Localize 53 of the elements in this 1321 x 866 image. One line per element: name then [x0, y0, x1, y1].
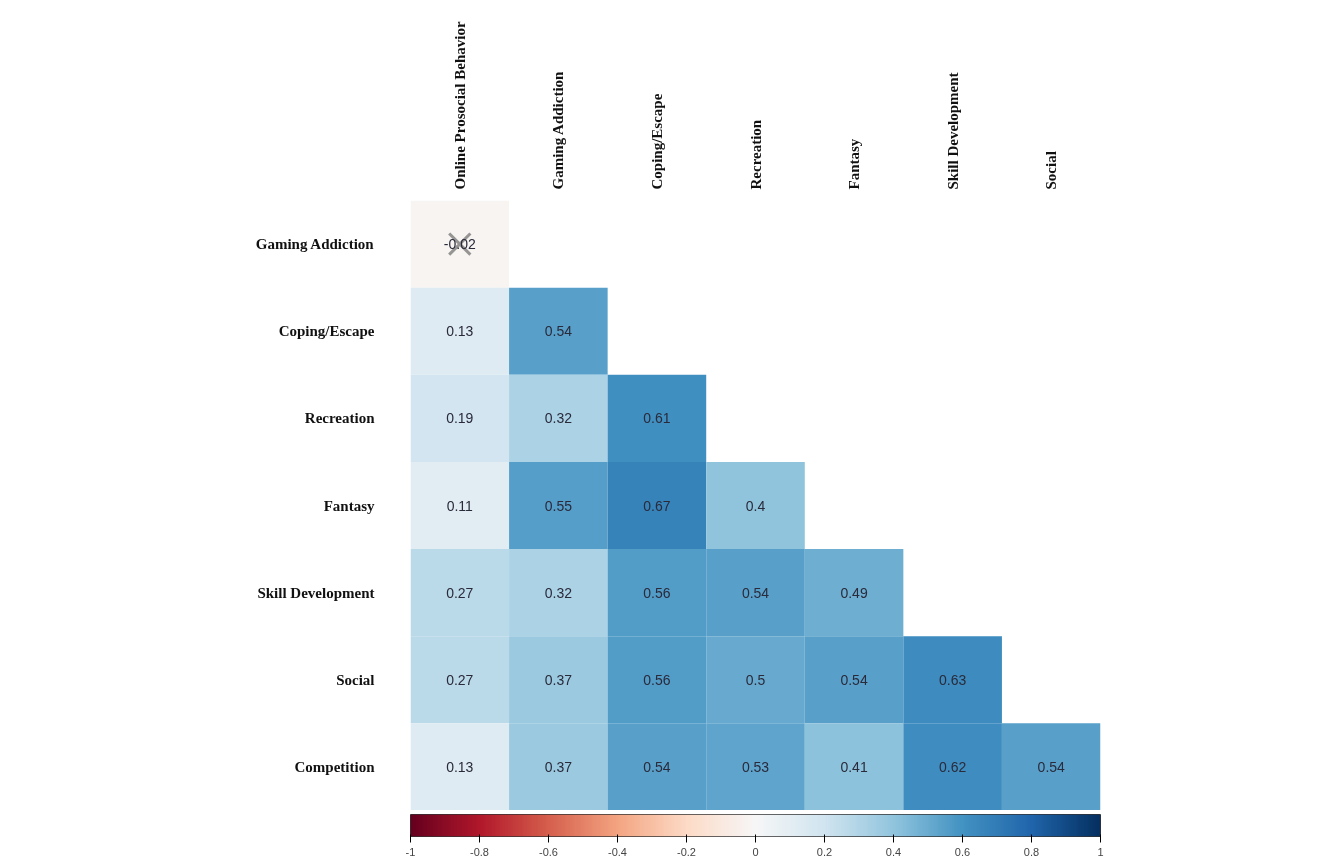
- x-tick-label: Social: [1043, 151, 1060, 190]
- color-bar-label: 0: [752, 845, 759, 858]
- data-label: 0.56: [643, 671, 671, 688]
- data-label: 0.54: [1037, 758, 1066, 775]
- color-bar-label: -0.2: [677, 845, 696, 858]
- data-label: 0.62: [939, 758, 967, 775]
- data-label: 0.32: [544, 584, 573, 601]
- data-label: 0.54: [741, 584, 770, 601]
- data-label: 0.32: [544, 410, 573, 427]
- y-tick-label: Recreation: [304, 410, 376, 427]
- data-label: 0.61: [643, 410, 671, 427]
- y-tick-label: Gaming Addiction: [255, 236, 375, 253]
- data-label: 0.4: [745, 497, 766, 514]
- color-bar-label: 1: [1097, 845, 1104, 858]
- data-label: 0.54: [544, 323, 573, 340]
- x-tick-label: Online Prosocial Behavior: [451, 21, 468, 190]
- data-label: 0.19: [446, 410, 474, 427]
- x-tick-label: Gaming Addiction: [550, 70, 567, 190]
- data-label: 0.41: [840, 758, 868, 775]
- data-label: 0.63: [939, 671, 967, 688]
- data-label: 0.13: [446, 323, 474, 340]
- data-label: 0.13: [446, 758, 474, 775]
- x-tick-label: Coping/Escape: [648, 93, 665, 190]
- data-label: 0.55: [544, 497, 573, 514]
- y-tick-label: Competition: [294, 758, 376, 775]
- data-label: 0.11: [446, 497, 474, 514]
- data-label: 0.37: [544, 758, 573, 775]
- y-tick-label: Social: [336, 671, 375, 688]
- color-bar-label: -0.8: [470, 845, 489, 858]
- data-label: 0.27: [446, 671, 474, 688]
- color-bar-label: -0.6: [539, 845, 558, 858]
- y-tick-label: Fantasy: [323, 497, 375, 514]
- data-label: 0.37: [544, 671, 573, 688]
- data-label: 0.27: [446, 584, 474, 601]
- x-tick-label: Recreation: [747, 119, 764, 190]
- x-tick-label: Skill Development: [944, 72, 961, 190]
- color-bar-label: 0.8: [1023, 845, 1040, 858]
- color-bar-label: 0.6: [954, 845, 971, 858]
- color-bar-label: -0.4: [608, 845, 627, 858]
- data-label: 0.5: [745, 671, 766, 688]
- data-label: 0.49: [840, 584, 868, 601]
- data-label: 0.54: [840, 671, 868, 688]
- data-label: 0.56: [643, 584, 671, 601]
- x-tick-label: Fantasy: [846, 138, 863, 190]
- color-bar-label: -1: [405, 845, 416, 858]
- data-label: 0.67: [643, 497, 671, 514]
- y-tick-label: Skill Development: [257, 584, 375, 601]
- color-bar-label: 0.2: [816, 845, 833, 858]
- y-tick-label: Coping/Escape: [278, 323, 375, 340]
- data-label: 0.53: [741, 758, 770, 775]
- data-label: 0.54: [643, 758, 671, 775]
- color-bar-label: 0.4: [885, 845, 902, 858]
- data-label: -0.02: [443, 236, 476, 253]
